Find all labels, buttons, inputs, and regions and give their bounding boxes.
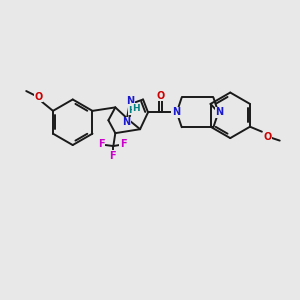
Text: O: O	[157, 91, 165, 100]
Text: O: O	[34, 92, 42, 102]
Text: H: H	[132, 104, 140, 113]
Text: O: O	[264, 132, 272, 142]
Text: N: N	[122, 117, 130, 127]
Text: F: F	[109, 151, 116, 161]
Text: N: N	[172, 107, 180, 117]
Text: F: F	[98, 139, 105, 149]
Text: F: F	[120, 139, 127, 149]
Text: N: N	[215, 107, 223, 117]
Text: N: N	[126, 97, 134, 106]
Text: H: H	[128, 106, 136, 115]
